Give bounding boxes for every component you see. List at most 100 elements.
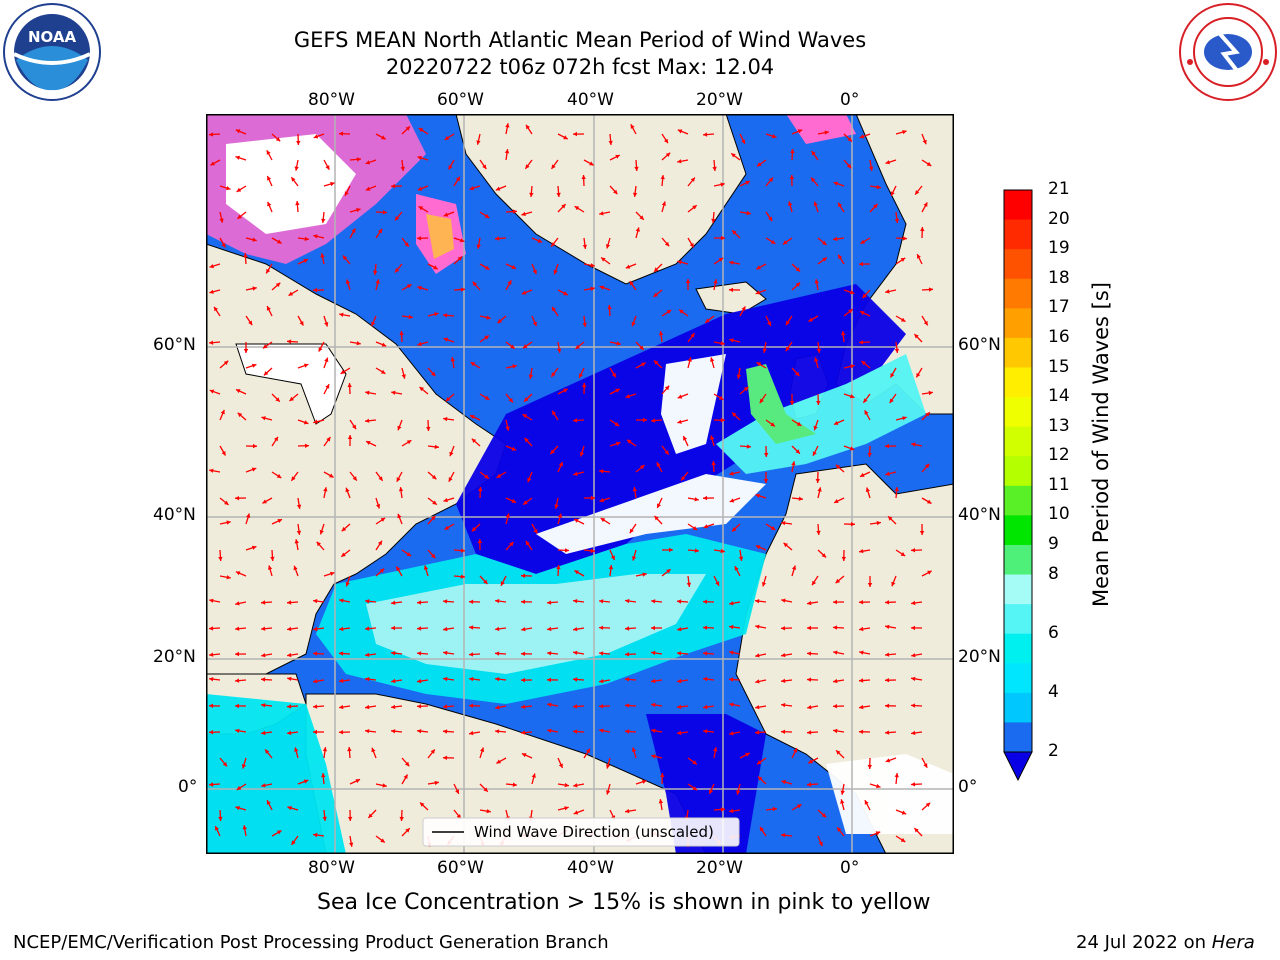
wave-direction-arrowhead	[443, 416, 448, 422]
wave-direction-arrowhead	[833, 704, 838, 709]
wave-direction-arrowhead	[729, 601, 734, 606]
wave-direction-arrowhead	[664, 450, 669, 455]
wave-direction-arrowhead	[419, 387, 424, 392]
wave-direction-arrowhead	[261, 783, 266, 788]
wave-direction-arrowhead	[365, 704, 370, 710]
wave-direction-arrowhead	[755, 730, 760, 735]
wave-direction-arrowhead	[653, 292, 658, 297]
wave-direction-arrowhead	[720, 807, 725, 812]
lat-label-left-0: 0°	[178, 777, 198, 797]
wave-direction-arrowhead	[521, 730, 526, 735]
wave-direction-arrowhead	[391, 390, 396, 395]
wave-direction-arrowhead	[417, 155, 422, 161]
wave-direction-arrowhead	[770, 239, 776, 244]
wave-direction-arrowhead	[653, 360, 659, 365]
wave-direction-arrowhead	[563, 135, 568, 140]
wave-direction-arrowhead	[666, 310, 672, 314]
wave-direction-arrowhead	[274, 436, 278, 442]
wave-direction-arrowhead	[521, 704, 526, 709]
wave-direction-arrowhead	[781, 678, 786, 683]
wave-direction-arrowhead	[651, 754, 656, 759]
wave-direction-arrowhead	[483, 787, 488, 792]
wave-direction-arrowhead	[339, 598, 344, 603]
colorbar-tick-label: 19	[1048, 238, 1070, 259]
colorbar-label: Mean Period of Wind Waves [s]	[1089, 282, 1113, 607]
wave-direction-arrowhead	[755, 545, 761, 550]
wave-direction-arrowhead	[380, 369, 386, 374]
wave-direction-arrowhead	[218, 816, 223, 821]
wave-direction-arrowhead	[729, 260, 734, 265]
wave-direction-arrowhead	[352, 476, 357, 481]
wave-direction-arrowhead	[703, 729, 708, 734]
wave-direction-arrowhead	[287, 704, 292, 709]
wave-direction-arrowhead	[525, 164, 530, 169]
wave-direction-arrowhead	[521, 290, 527, 295]
wave-direction-arrowhead	[313, 626, 318, 632]
wave-direction-arrowhead	[807, 730, 812, 735]
wave-direction-arrowhead	[625, 652, 630, 657]
wave-direction-arrowhead	[608, 140, 613, 145]
lat-label-left-60n: 60°N	[153, 335, 196, 355]
wave-direction-arrowhead	[511, 446, 517, 451]
colorbar-segment	[1004, 219, 1032, 250]
wave-direction-arrowhead	[330, 181, 335, 187]
colorbar-segment	[1004, 604, 1032, 635]
wave-direction-arrowhead	[900, 552, 906, 556]
wave-direction-arrowhead	[322, 816, 327, 821]
wave-direction-arrowhead	[772, 806, 777, 812]
wave-direction-arrowhead	[303, 363, 309, 368]
wave-direction-arrowhead	[522, 344, 528, 349]
wave-direction-arrowhead	[894, 218, 900, 223]
wave-direction-arrowhead	[433, 265, 438, 270]
wave-direction-arrowhead	[547, 651, 552, 656]
wave-direction-arrowhead	[914, 828, 919, 833]
wave-direction-arrowhead	[795, 282, 801, 287]
wave-direction-arrowhead	[299, 321, 304, 326]
wave-direction-arrowhead	[321, 218, 326, 223]
wave-direction-arrowhead	[836, 750, 841, 755]
wave-direction-arrowhead	[504, 149, 510, 154]
wave-direction-arrowhead	[373, 270, 378, 275]
wave-direction-arrowhead	[243, 349, 249, 353]
wave-direction-arrowhead	[209, 468, 214, 473]
wave-direction-arrowhead	[900, 317, 906, 322]
wave-direction-arrowhead	[380, 517, 386, 522]
wave-direction-arrowhead	[795, 371, 800, 377]
wave-direction-arrowhead	[380, 838, 385, 843]
wave-direction-arrowhead	[420, 802, 425, 807]
colorbar-under-extension	[1003, 751, 1033, 782]
wave-direction-arrowhead	[316, 541, 321, 547]
wave-direction-arrowhead	[478, 487, 483, 492]
wave-direction-arrowhead	[834, 499, 839, 503]
wave-direction-arrowhead	[379, 568, 385, 573]
wave-direction-arrowhead	[209, 730, 214, 735]
wave-direction-arrowhead	[894, 487, 899, 492]
wave-direction-arrowhead	[759, 826, 764, 832]
wave-direction-arrowhead	[471, 438, 477, 443]
wave-direction-arrowhead	[599, 728, 604, 733]
map-title-line-2: 20220722 t06z 072h fcst Max: 12.04	[385, 55, 775, 79]
map-frame	[206, 114, 954, 854]
wave-direction-arrowhead	[505, 513, 510, 518]
wave-direction-arrowhead	[922, 139, 927, 145]
wave-direction-arrowhead	[781, 598, 786, 603]
wave-direction-arrowhead	[885, 471, 890, 476]
colorbar-segment	[1004, 190, 1032, 221]
wave-direction-arrowhead	[902, 130, 907, 135]
wave-direction-arrowhead	[443, 212, 449, 217]
wave-direction-arrowhead	[581, 175, 586, 180]
wave-direction-arrowhead	[745, 752, 750, 757]
wave-direction-arrowhead	[405, 126, 410, 131]
wave-direction-arrowhead	[469, 599, 474, 604]
wave-direction-arrowhead	[639, 345, 644, 350]
wave-direction-arrowhead	[287, 626, 292, 632]
wave-direction-arrowhead	[573, 810, 579, 815]
wave-direction-arrowhead	[521, 677, 525, 683]
wave-direction-arrowhead	[267, 201, 272, 207]
wave-direction-arrowhead	[325, 165, 330, 170]
wave-direction-arrowhead	[550, 449, 555, 454]
wave-direction-arrowhead	[226, 186, 231, 191]
wave-direction-arrowhead	[417, 729, 422, 734]
wave-direction-arrowhead	[218, 556, 223, 561]
wave-direction-arrowhead	[741, 306, 746, 311]
